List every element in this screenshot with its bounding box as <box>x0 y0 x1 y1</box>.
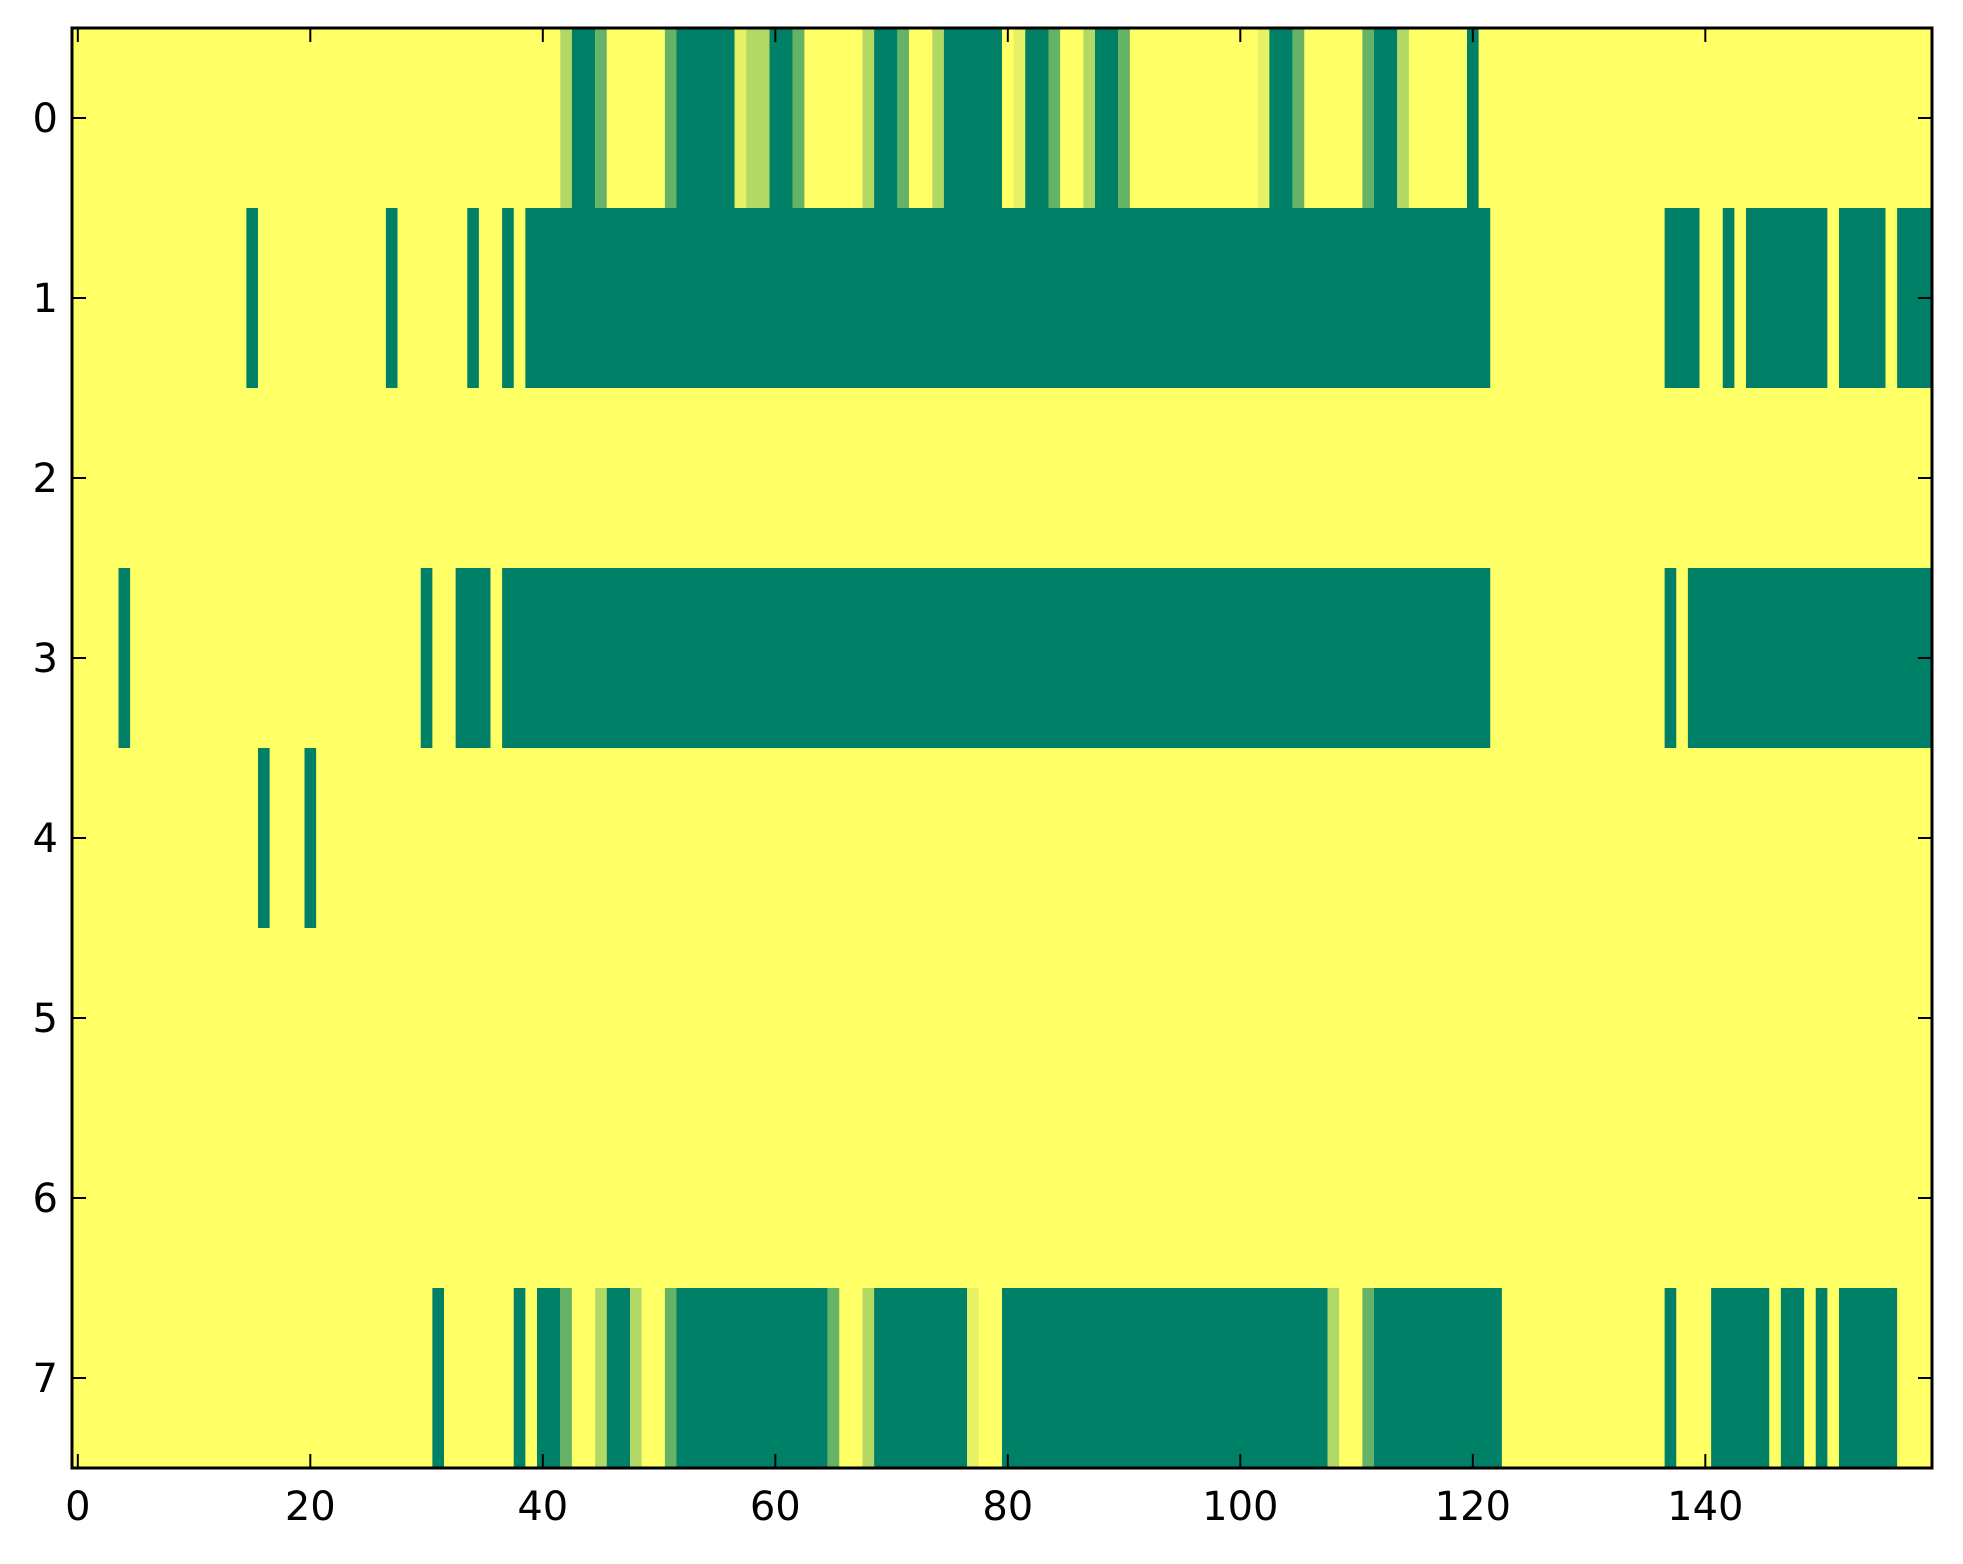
heatmap-cell-block <box>874 1288 968 1468</box>
heatmap-cell-block <box>862 28 875 208</box>
heatmap-cell-block <box>1839 208 1886 388</box>
heatmap-cell-block <box>1397 28 1409 208</box>
heatmap-cell-block <box>967 1288 979 1468</box>
y-tick-label: 3 <box>33 636 58 682</box>
heatmap-cell-block <box>1327 1288 1340 1468</box>
y-tick-label: 2 <box>33 456 58 502</box>
x-tick-label: 140 <box>1667 1484 1743 1530</box>
x-tick-label: 120 <box>1435 1484 1511 1530</box>
heatmap-cell-block <box>1269 28 1293 208</box>
heatmap-cell-block <box>467 208 479 388</box>
heatmap-cell-block <box>560 28 572 208</box>
heatmap-cell-block <box>1025 28 1049 208</box>
axis-ticks <box>72 28 1932 1468</box>
heatmap-cell-block <box>537 1288 561 1468</box>
heatmap-cell-block <box>1083 28 1095 208</box>
heatmap-cell-block <box>1815 1288 1828 1468</box>
heatmap-cell-block <box>827 1288 840 1468</box>
heatmap-cell-block <box>304 748 317 928</box>
heatmap-cell-block <box>1362 28 1374 208</box>
heatmap-cell-block <box>1780 1288 1805 1468</box>
heatmap-cell-block <box>432 1288 444 1468</box>
x-tick-label: 40 <box>517 1484 568 1530</box>
y-tick-label: 7 <box>33 1356 58 1402</box>
heatmap-cell-block <box>385 208 398 388</box>
heatmap-cell-block <box>1002 1288 1328 1468</box>
y-tick-label: 6 <box>33 1176 58 1222</box>
y-tick-label: 5 <box>33 996 58 1042</box>
heatmap-cell-block <box>1118 28 1130 208</box>
heatmap-cell-block <box>1048 28 1061 208</box>
y-axis-tick-labels: 0 1 2 3 4 5 6 7 <box>33 96 58 1402</box>
heatmap-cell-block <box>258 748 270 928</box>
heatmap-cell-block <box>1095 28 1119 208</box>
heatmap-cell-block <box>502 208 514 388</box>
heatmap-cell-block <box>734 28 747 208</box>
heatmap-cell-block <box>932 28 944 208</box>
heatmap-cell-block <box>664 28 677 208</box>
heatmap-cells <box>118 28 1932 1468</box>
heatmap-cell-block <box>943 28 1002 208</box>
heatmap-cell-block <box>606 1288 630 1468</box>
heatmap-cell-block <box>1687 568 1932 748</box>
heatmap-cell-block <box>571 28 596 208</box>
y-tick-label: 1 <box>33 276 58 322</box>
x-tick-label: 20 <box>285 1484 336 1530</box>
x-tick-label: 60 <box>750 1484 801 1530</box>
heatmap-cell-block <box>769 28 793 208</box>
heatmap-cell-block <box>118 568 131 748</box>
heatmap-cell-block <box>1362 1288 1374 1468</box>
heatmap-cell-block <box>1292 28 1305 208</box>
heatmap-cell-block <box>525 208 1491 388</box>
heatmap-cell-block <box>560 1288 572 1468</box>
heatmap-cell-block <box>1722 208 1735 388</box>
heatmap-cell-block <box>1664 568 1677 748</box>
heatmap-cell-block <box>595 1288 607 1468</box>
heatmap-cell-block <box>502 568 1491 748</box>
y-tick-label: 4 <box>33 816 58 862</box>
heatmap-cell-block <box>1839 1288 1898 1468</box>
heatmap-cell-block <box>1467 28 1479 208</box>
heatmap-cell-block <box>897 28 909 208</box>
heatmap-cell-block <box>513 1288 526 1468</box>
heatmap-cell-block <box>1664 1288 1677 1468</box>
heatmap-cell-block <box>862 1288 875 1468</box>
heatmap-cell-block <box>1013 28 1026 208</box>
x-tick-label: 100 <box>1202 1484 1278 1530</box>
heatmap-cell-block <box>1664 208 1700 388</box>
y-tick-label: 0 <box>33 96 58 142</box>
heatmap-cell-block <box>246 208 258 388</box>
heatmap-cell-block <box>1374 28 1398 208</box>
heatmap-cell-block <box>1746 208 1828 388</box>
x-tick-label: 0 <box>65 1484 90 1530</box>
heatmap-cell-block <box>676 1288 828 1468</box>
x-tick-label: 80 <box>982 1484 1033 1530</box>
heatmap-cell-block <box>420 568 433 748</box>
heatmap-cell-block <box>455 568 491 748</box>
heatmap-cell-block <box>676 28 735 208</box>
heatmap-cell-block <box>792 28 805 208</box>
plot-frame <box>70 26 1934 1470</box>
heatmap-cell-block <box>1257 28 1270 208</box>
heatmap-cell-block <box>874 28 898 208</box>
heatmap-cell-block <box>595 28 607 208</box>
heatmap-cell-block <box>1711 1288 1770 1468</box>
heatmap-cell-block <box>664 1288 677 1468</box>
heatmap-cell-block <box>746 28 770 208</box>
x-axis-tick-labels: 0 20 40 60 80 100 120 140 <box>65 1484 1743 1530</box>
heatmap-cell-block <box>630 1288 642 1468</box>
heatmap-cell-block <box>1374 1288 1502 1468</box>
